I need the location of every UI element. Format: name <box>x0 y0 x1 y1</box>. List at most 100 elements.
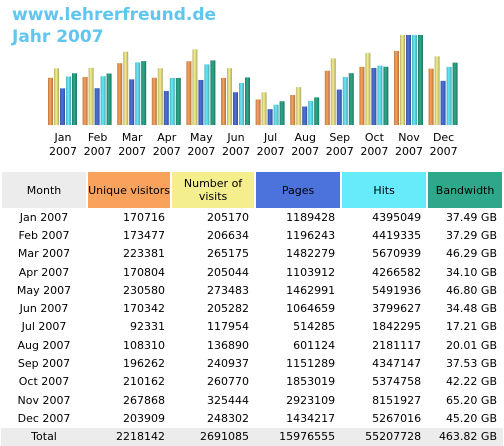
table-row: Jan 2007 170716 205170 1189428 4395049 37.49 … <box>1 208 503 226</box>
x-tick-label-year: 2007 <box>395 145 423 158</box>
bar-bandwidth-10 <box>418 35 423 125</box>
cell-visits: 260770 <box>207 375 250 389</box>
cell-bandwidth: 46.29 GB <box>445 247 497 261</box>
bar-visitors-4 <box>186 61 192 125</box>
cell-pages: 1189428 <box>286 210 336 224</box>
cell-visits: 248302 <box>207 411 250 425</box>
cell-visits: 205282 <box>207 302 250 316</box>
bar-visitors-7 <box>290 95 296 125</box>
total-bandwidth: 463.82 GB <box>427 427 503 446</box>
cell-month: Nov 2007 <box>17 393 71 407</box>
bar-bandwidth-9 <box>383 66 389 125</box>
x-tick-label-month: Feb <box>88 131 107 144</box>
header-unique-visitors: Unique visitors <box>86 172 173 208</box>
bar-hits-3 <box>169 77 175 125</box>
bar-pages-11 <box>440 80 446 125</box>
cell-visitors: 92331 <box>130 320 166 334</box>
bar-pages-4 <box>198 79 204 125</box>
cell-hits: 5491936 <box>372 283 422 297</box>
bar-bandwidth-4 <box>210 60 216 125</box>
table-row: Mar 2007 223381 265175 1482279 5670939 46.29 … <box>1 245 503 263</box>
cell-visitors: 170716 <box>123 210 166 224</box>
x-tick-label-month: Mar <box>122 131 143 144</box>
bar-hits-0 <box>66 76 71 125</box>
table-row: Oct 2007 210162 260770 1853019 5374758 42.22 … <box>1 373 503 391</box>
bar-hits-7 <box>308 100 314 125</box>
cell-pages: 1064659 <box>286 302 336 316</box>
bar-visits-6 <box>261 92 267 125</box>
cell-hits: 4419335 <box>372 228 422 242</box>
bar-visits-0 <box>54 68 59 125</box>
bar-bandwidth-1 <box>106 73 112 125</box>
bar-pages-5 <box>233 92 238 125</box>
cell-month: Apr 2007 <box>18 265 70 279</box>
x-tick-label-year: 2007 <box>118 145 146 158</box>
bar-bandwidth-6 <box>279 101 285 125</box>
table-row: May 2007 230580 273483 1462991 5491936 46.80 … <box>1 281 503 299</box>
bar-visitors-10 <box>394 50 399 125</box>
bar-bandwidth-5 <box>245 77 250 125</box>
cell-pages: 514285 <box>293 320 336 334</box>
cell-bandwidth: 42.22 GB <box>445 375 497 389</box>
cell-bandwidth: 20.01 GB <box>445 338 497 352</box>
x-tick-label-year: 2007 <box>257 145 285 158</box>
cell-hits: 5670939 <box>372 247 422 261</box>
bar-pages-10 <box>406 35 411 125</box>
cell-pages: 1196243 <box>286 228 336 242</box>
bar-visitors-8 <box>324 70 330 125</box>
table-header-row: Month Unique visitors Number of visits P… <box>0 172 504 208</box>
cell-month: Feb 2007 <box>18 228 70 242</box>
header-month: Month <box>0 172 89 208</box>
table-row: Jun 2007 170342 205282 1064659 3799627 34.48 … <box>1 299 503 317</box>
cell-pages: 1462991 <box>286 283 336 297</box>
cell-pages: 1151289 <box>286 357 336 371</box>
bar-hits-2 <box>135 62 141 125</box>
bar-hits-9 <box>377 65 383 125</box>
cell-bandwidth: 17.21 GB <box>445 320 497 334</box>
cell-hits: 1842295 <box>372 320 422 334</box>
cell-visitors: 210162 <box>123 375 166 389</box>
bar-pages-3 <box>163 91 169 125</box>
x-tick-label-month: Jul <box>263 131 277 144</box>
cell-visitors: 230580 <box>123 283 166 297</box>
bar-visitors-0 <box>48 77 53 125</box>
bar-visits-4 <box>192 49 198 125</box>
cell-hits: 3799627 <box>372 302 422 316</box>
table-row: Sep 2007 196262 240937 1151289 4347147 37.53 … <box>1 354 503 372</box>
bar-pages-1 <box>94 88 100 125</box>
cell-month: Jan 2007 <box>19 210 69 224</box>
cell-month: Mar 2007 <box>17 247 71 261</box>
bar-bandwidth-0 <box>72 73 77 125</box>
cell-visitors: 170342 <box>123 302 166 316</box>
bar-hits-10 <box>412 35 417 125</box>
x-tick-label-month: Oct <box>365 131 385 144</box>
x-tick-label-year: 2007 <box>84 145 112 158</box>
cell-bandwidth: 34.48 GB <box>445 302 497 316</box>
table-row: Apr 2007 170804 205044 1103912 4266582 34.10 … <box>1 263 503 281</box>
cell-bandwidth: 46.80 GB <box>445 283 497 297</box>
bar-visitors-5 <box>221 77 226 125</box>
bar-pages-2 <box>129 79 135 125</box>
cell-hits: 4266582 <box>372 265 422 279</box>
cell-visits: 205170 <box>207 210 250 224</box>
header-hits: Hits <box>340 172 429 208</box>
cell-visits: 265175 <box>207 247 250 261</box>
bar-bandwidth-2 <box>141 61 147 125</box>
bar-visits-9 <box>365 52 371 126</box>
cell-visitors: 267868 <box>123 393 166 407</box>
cell-visits: 206634 <box>207 228 250 242</box>
x-tick-label-month: Jun <box>226 131 244 144</box>
cell-pages: 2923109 <box>286 393 336 407</box>
bar-hits-8 <box>342 77 348 125</box>
bar-hits-5 <box>239 83 244 125</box>
cell-bandwidth: 37.29 GB <box>445 228 497 242</box>
bar-visitors-11 <box>428 68 434 125</box>
bar-hits-6 <box>273 104 279 125</box>
table-row: Jul 2007 92331 117954 514285 1842295 17.21 GB <box>1 318 503 336</box>
bar-visitors-2 <box>117 63 123 125</box>
bar-visits-3 <box>157 68 163 125</box>
bar-visits-5 <box>227 68 232 125</box>
cell-visits: 325444 <box>207 393 250 407</box>
cell-month: Oct 2007 <box>18 375 70 389</box>
x-tick-label-year: 2007 <box>360 145 388 158</box>
